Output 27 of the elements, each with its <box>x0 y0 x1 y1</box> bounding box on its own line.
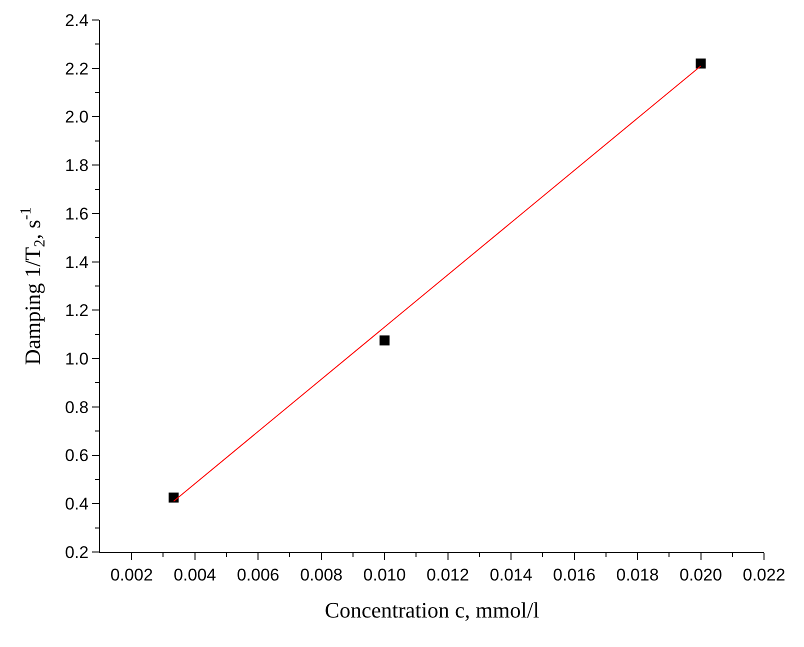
point <box>380 335 390 346</box>
x-tick-label: 0.020 <box>679 565 722 584</box>
x-tick-label: 0.010 <box>363 565 406 584</box>
y-tick-label: 2.4 <box>64 10 89 30</box>
x-tick-label: 0.014 <box>490 565 532 584</box>
x-tick-label: 0.006 <box>236 565 280 584</box>
y-tick-label: 1.2 <box>64 301 89 320</box>
x-axis-title: Concentration c, mmol/l <box>324 597 540 622</box>
y-tick-label: 0.2 <box>64 542 89 562</box>
y-tick-label: 2.0 <box>64 108 89 127</box>
y-tick-label: 1.0 <box>64 350 89 368</box>
y-tick-label: 0.6 <box>64 446 89 466</box>
x-tick-label: 0.016 <box>553 565 596 584</box>
x-tick-label: 0.012 <box>426 565 470 584</box>
y-tick-label: 2.2 <box>64 59 89 78</box>
point <box>696 58 706 69</box>
y-tick-label: 0.8 <box>64 398 89 417</box>
x-tick-label: 0.004 <box>174 565 216 584</box>
x-tick-label: 0.008 <box>300 565 343 584</box>
y-tick-label: 0.4 <box>64 494 89 514</box>
y-tick-label: 1.6 <box>64 204 89 224</box>
x-tick-label: 0.018 <box>616 565 659 584</box>
y-tick-label: 1.4 <box>64 252 89 272</box>
point <box>168 492 179 503</box>
y-tick-label: 1.8 <box>64 156 89 176</box>
x-tick-label: 0.022 <box>742 565 786 584</box>
x-tick-label: 0.002 <box>110 565 153 584</box>
